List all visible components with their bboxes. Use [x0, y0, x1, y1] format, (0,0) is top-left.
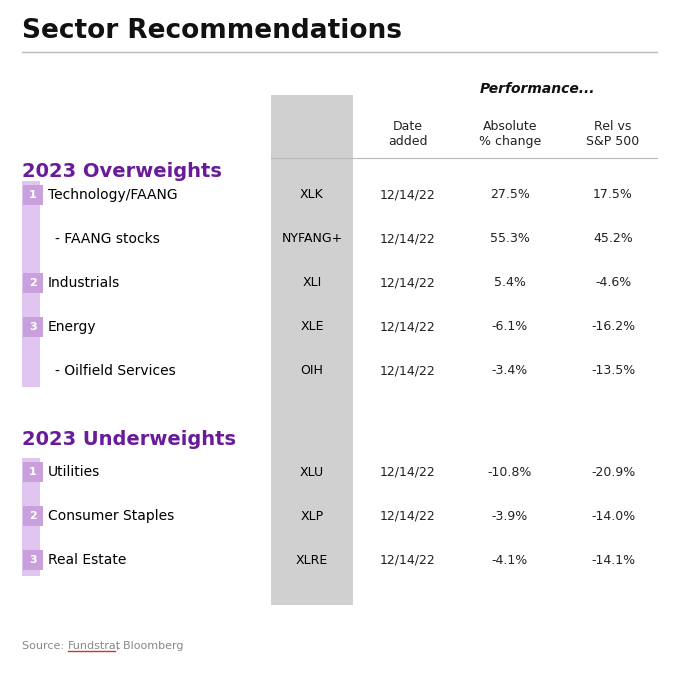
Text: Rel vs
S&P 500: Rel vs S&P 500 — [587, 120, 640, 148]
Text: -14.0%: -14.0% — [591, 510, 635, 523]
Text: 2: 2 — [29, 278, 37, 288]
Text: 12/14/22: 12/14/22 — [380, 320, 436, 333]
Text: 2023 Underweights: 2023 Underweights — [22, 430, 236, 449]
Text: OIH: OIH — [301, 364, 323, 377]
Text: -16.2%: -16.2% — [591, 320, 635, 333]
Text: - Oilfield Services: - Oilfield Services — [55, 364, 176, 378]
Bar — [22, 181, 40, 387]
Text: Performance...: Performance... — [480, 82, 595, 96]
Text: Technology/FAANG: Technology/FAANG — [48, 188, 178, 202]
Text: Absolute
% change: Absolute % change — [479, 120, 541, 148]
Text: Consumer Staples: Consumer Staples — [48, 509, 175, 523]
Bar — [23, 506, 43, 526]
Text: 55.3%: 55.3% — [490, 233, 530, 245]
Text: Sector Recommendations: Sector Recommendations — [22, 18, 402, 44]
Text: -4.1%: -4.1% — [492, 554, 528, 566]
Text: Real Estate: Real Estate — [48, 553, 126, 567]
Text: 12/14/22: 12/14/22 — [380, 554, 436, 566]
Text: Energy: Energy — [48, 320, 96, 334]
Text: 3: 3 — [29, 322, 37, 332]
Bar — [23, 462, 43, 482]
Text: -3.9%: -3.9% — [492, 510, 528, 523]
Text: XLI: XLI — [302, 276, 322, 289]
Text: Fundstrat: Fundstrat — [68, 641, 121, 651]
Text: 12/14/22: 12/14/22 — [380, 364, 436, 377]
Text: XLP: XLP — [300, 510, 324, 523]
Text: -3.4%: -3.4% — [492, 364, 528, 377]
Text: Date
added: Date added — [388, 120, 428, 148]
Text: 2: 2 — [29, 511, 37, 521]
Text: -14.1%: -14.1% — [591, 554, 635, 566]
Text: 5.4%: 5.4% — [494, 276, 526, 289]
Text: XLU: XLU — [300, 466, 324, 479]
Text: 17.5%: 17.5% — [593, 189, 633, 201]
Text: Industrials: Industrials — [48, 276, 120, 290]
Text: XLK: XLK — [300, 189, 324, 201]
Text: -13.5%: -13.5% — [591, 364, 635, 377]
Text: 45.2%: 45.2% — [593, 233, 633, 245]
Text: 1: 1 — [29, 467, 37, 477]
Text: 12/14/22: 12/14/22 — [380, 276, 436, 289]
Text: 27.5%: 27.5% — [490, 189, 530, 201]
Text: XLE: XLE — [300, 320, 324, 333]
Text: -20.9%: -20.9% — [591, 466, 635, 479]
Bar — [271, 95, 353, 605]
Text: 3: 3 — [29, 555, 37, 565]
Text: NYFANG+: NYFANG+ — [281, 233, 343, 245]
Bar — [23, 317, 43, 337]
Text: 2023 Overweights: 2023 Overweights — [22, 162, 222, 181]
Text: -6.1%: -6.1% — [492, 320, 528, 333]
Text: Source:: Source: — [22, 641, 67, 651]
Bar — [22, 458, 40, 576]
Text: -4.6%: -4.6% — [595, 276, 631, 289]
Text: Utilities: Utilities — [48, 465, 100, 479]
Text: 12/14/22: 12/14/22 — [380, 189, 436, 201]
Text: XLRE: XLRE — [296, 554, 328, 566]
Bar — [23, 273, 43, 293]
Text: - FAANG stocks: - FAANG stocks — [55, 232, 160, 246]
Text: 12/14/22: 12/14/22 — [380, 466, 436, 479]
Text: -10.8%: -10.8% — [488, 466, 532, 479]
Bar — [23, 550, 43, 570]
Text: 12/14/22: 12/14/22 — [380, 510, 436, 523]
Text: 12/14/22: 12/14/22 — [380, 233, 436, 245]
Bar — [23, 185, 43, 205]
Text: 1: 1 — [29, 190, 37, 200]
Text: , Bloomberg: , Bloomberg — [116, 641, 183, 651]
